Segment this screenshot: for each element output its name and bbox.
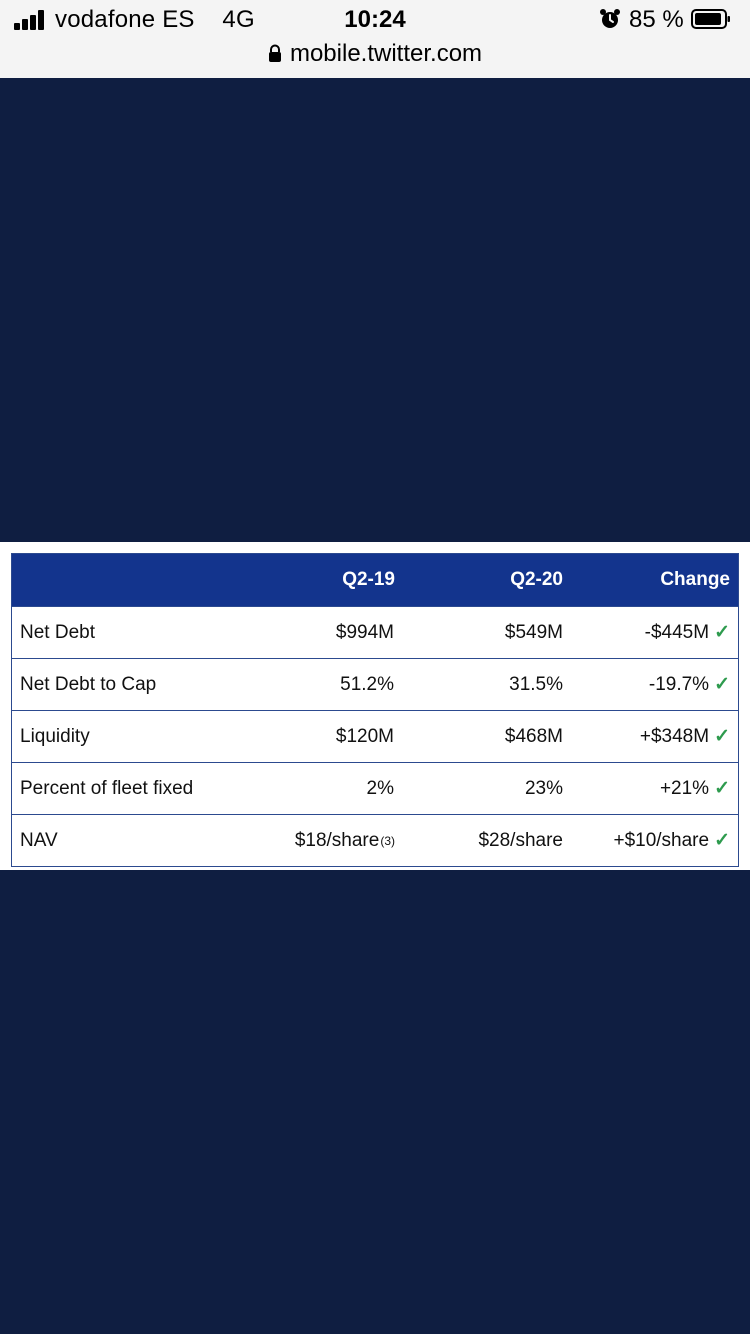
clock: 10:24	[344, 6, 406, 33]
checkmark-icon: ✓	[714, 830, 730, 851]
q2-20-value: $468M	[504, 725, 563, 747]
table-row: NAV $18/share (3) $28/share +$10/share ✓	[12, 814, 738, 866]
table-row: Net Debt to Cap 51.2% 31.5% -19.7% ✓	[12, 658, 738, 710]
status-bar: vodafone ES 4G 10:24 85 % mobile.twitter…	[0, 0, 750, 78]
change-value: +$348M ✓	[639, 725, 730, 748]
q2-19-value: $994M	[335, 621, 394, 643]
checkmark-icon: ✓	[714, 622, 730, 643]
financial-table: Q2-19 Q2-20 Change Net Debt $994M $549M …	[11, 553, 739, 867]
q2-19-value: 2%	[366, 777, 394, 799]
network-type: 4G	[222, 6, 255, 33]
table-header-row: Q2-19 Q2-20 Change	[12, 554, 738, 606]
carrier-label: vodafone ES 4G	[55, 6, 255, 34]
row-label: Liquidity	[20, 725, 90, 747]
address-bar[interactable]: mobile.twitter.com	[0, 40, 750, 68]
q2-20-value: 23%	[524, 777, 563, 799]
q2-20-value: 31.5%	[509, 673, 563, 695]
q2-19-value: $120M	[335, 725, 394, 747]
q2-19-value: $18/share (3)	[294, 829, 395, 851]
table-row: Percent of fleet fixed 2% 23% +21% ✓	[12, 762, 738, 814]
battery-icon	[691, 9, 730, 29]
tweet-image-top-area[interactable]	[0, 78, 750, 542]
checkmark-icon: ✓	[714, 674, 730, 695]
checkmark-icon: ✓	[714, 726, 730, 747]
change-value: +$10/share ✓	[613, 829, 730, 852]
header-q2-20: Q2-20	[510, 569, 563, 590]
q2-19-value: 51.2%	[340, 673, 394, 695]
q2-20-value: $28/share	[478, 829, 563, 851]
footnote-marker: (3)	[380, 833, 395, 848]
q2-20-value: $549M	[504, 621, 563, 643]
battery-percent: 85 %	[629, 6, 684, 33]
table-row: Liquidity $120M $468M +$348M ✓	[12, 710, 738, 762]
change-value: -$445M ✓	[644, 621, 730, 644]
alarm-clock-icon	[600, 9, 620, 28]
row-label: Net Debt	[20, 621, 95, 643]
signal-bars-icon	[14, 10, 48, 30]
header-q2-19: Q2-19	[342, 569, 395, 590]
tweet-image-bottom-area[interactable]	[0, 870, 750, 1334]
header-change: Change	[660, 569, 730, 590]
change-value: +21% ✓	[659, 777, 730, 800]
change-value: -19.7% ✓	[648, 673, 730, 696]
row-label: Percent of fleet fixed	[20, 777, 194, 799]
row-label: NAV	[20, 829, 58, 851]
table-row: Net Debt $994M $549M -$445M ✓	[12, 606, 738, 658]
url-text: mobile.twitter.com	[289, 40, 483, 67]
tweet-image-table[interactable]: Q2-19 Q2-20 Change Net Debt $994M $549M …	[0, 542, 750, 870]
row-label: Net Debt to Cap	[20, 673, 157, 695]
lock-icon	[268, 44, 281, 62]
carrier-name: vodafone ES	[55, 6, 195, 33]
checkmark-icon: ✓	[714, 778, 730, 799]
